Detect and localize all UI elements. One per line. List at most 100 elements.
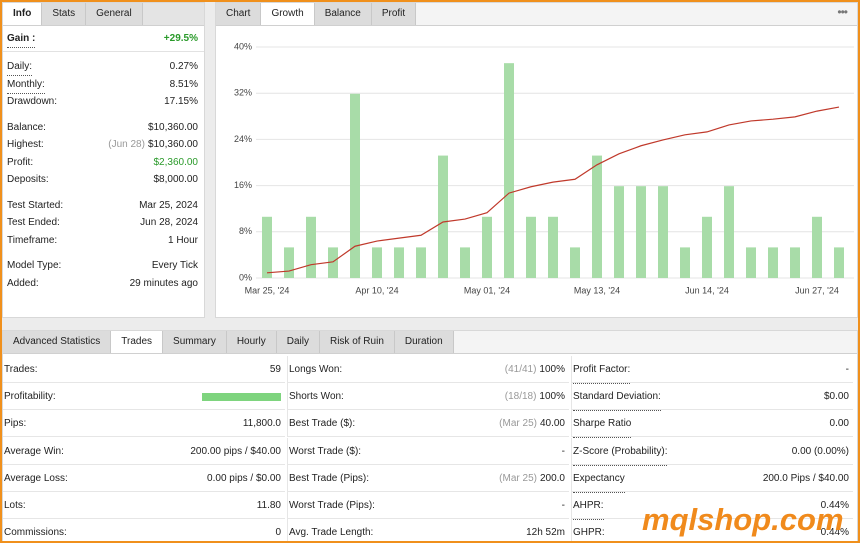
stat-value: 11.80	[257, 492, 281, 519]
stat-value-text: 0.00 (0.00%)	[791, 445, 849, 457]
chart-panel: Chart Growth Balance Profit ••• 0% 8% 16% 24% 3…	[215, 2, 858, 318]
stat-label: Drawdown:	[7, 96, 58, 107]
bar	[394, 247, 404, 278]
stat-value: Mar 25, 2024	[139, 198, 198, 214]
stat-value-text: 100%	[539, 364, 565, 375]
separator	[3, 51, 204, 52]
bar	[306, 216, 316, 278]
stat-label: Commissions:	[4, 527, 67, 539]
stat-note: (Jun 28)	[108, 139, 145, 150]
tab[interactable]: Info	[3, 3, 43, 25]
bar	[460, 247, 470, 278]
tab[interactable]: Stats	[42, 3, 87, 25]
stat-value: 0.00 pips / $0.00	[207, 465, 281, 492]
tab[interactable]: Hourly	[226, 331, 277, 353]
bar	[834, 247, 844, 278]
stat-value-text: $10,360.00	[147, 139, 198, 150]
stat-value: 0.44%	[821, 492, 849, 519]
stat-label: Balance:	[7, 121, 46, 133]
stat-row: Highest: (Jun 28) $10,360.00	[7, 137, 198, 153]
stat-value-text: $0.00	[823, 391, 849, 403]
tab[interactable]: Growth	[261, 3, 315, 25]
bar	[548, 216, 558, 278]
bar	[768, 247, 778, 278]
tab[interactable]: Summary	[163, 331, 227, 353]
stat-cell: Profit Factor: -	[571, 356, 853, 384]
stat-label: Z-Score (Probability):	[573, 438, 668, 466]
tab-bar: Advanced Statistics Trades Summary Hourly Da…	[3, 331, 857, 354]
stat-label: Test Started:	[7, 199, 64, 211]
stat-value-text: Every Tick	[151, 260, 198, 271]
bar	[328, 247, 338, 278]
stat-value-text: 0	[275, 527, 281, 539]
growth-chart: 0% 8% 16% 24% 32% 40% Mar 25, '24 Apr 10, '24 Ma…	[234, 41, 854, 295]
bar	[680, 247, 690, 278]
stat-cell: Best Trade ($): (Mar 25) 40.00	[287, 410, 569, 438]
stat-value-text: 8.51%	[169, 78, 198, 90]
bar	[350, 93, 360, 278]
stat-label: Shorts Won:	[289, 391, 344, 403]
x-tick-label: Mar 25, '24	[245, 285, 290, 295]
stat-cell: Average Loss: 0.00 pips / $0.00	[3, 465, 285, 492]
tab[interactable]: Duration	[394, 331, 454, 353]
stat-label: Worst Trade ($):	[289, 445, 362, 457]
stat-value: 0	[275, 519, 281, 541]
tab[interactable]: Advanced Statistics	[3, 331, 112, 353]
stat-label: Profitability:	[4, 391, 56, 403]
stat-label: Sharpe Ratio	[573, 410, 632, 439]
bar	[504, 63, 514, 278]
bar	[438, 155, 448, 278]
stat-value: -	[562, 492, 565, 519]
stat-value-text: 1 Hour	[167, 234, 198, 246]
bar	[592, 155, 602, 278]
stat-label: Model Type:	[7, 260, 62, 271]
stat-label: Average Win:	[4, 445, 64, 457]
stat-label: Avg. Trade Length:	[289, 527, 374, 539]
stat-value: 0.00 (0.00%)	[792, 438, 849, 465]
bar	[372, 247, 382, 278]
bar	[284, 247, 294, 278]
stat-cell: Pips: 11,800.0	[3, 410, 285, 438]
tab[interactable]: Chart	[216, 3, 262, 25]
tab[interactable]: Daily	[276, 331, 320, 353]
stat-value-text: 0.27%	[169, 61, 198, 72]
y-tick-label: 40%	[234, 41, 252, 51]
x-tick-label: Jun 27, '24	[795, 285, 839, 295]
tab-bar: Info Stats General	[3, 3, 204, 26]
stat-row: Monthly: 8.51%	[7, 77, 198, 94]
tab[interactable]: Profit	[371, 3, 417, 25]
stat-value: 1 Hour	[168, 233, 198, 249]
stat-row: Drawdown: 17.15%	[7, 94, 198, 110]
stats-panel: Info Stats General Gain : +29.5% Daily: 0.27%…	[2, 2, 205, 318]
stat-label: Profit Factor:	[573, 356, 631, 384]
stat-value-text: -	[845, 364, 849, 375]
tab[interactable]: General	[86, 3, 143, 25]
bar	[482, 216, 492, 278]
stat-label: Added:	[7, 277, 39, 289]
tab[interactable]: Trades	[111, 331, 164, 353]
bar	[416, 247, 426, 278]
stat-value-text: 40.00	[539, 418, 565, 430]
stat-label: Longs Won:	[289, 364, 343, 375]
bar	[262, 216, 272, 278]
bar	[636, 186, 646, 278]
stat-label: Gain :	[7, 31, 36, 48]
stat-cell: Average Win: 200.00 pips / $40.00	[3, 438, 285, 465]
stat-label: Pips:	[4, 418, 27, 430]
stat-value: (41/41) 100%	[505, 356, 565, 383]
stat-label: Profit:	[7, 156, 34, 168]
bar	[570, 247, 580, 278]
tab[interactable]: Risk of Ruin	[319, 331, 395, 353]
stat-row: Test Ended: Jun 28, 2024	[7, 215, 198, 231]
menu-icon[interactable]: •••	[837, 5, 848, 19]
stat-label: Daily:	[7, 59, 33, 76]
x-tick-label: Apr 10, '24	[355, 285, 398, 295]
stat-value-text: 0.44%	[820, 500, 849, 511]
stat-value: 29 minutes ago	[130, 276, 198, 292]
stat-note: (Mar 25)	[499, 472, 537, 484]
y-tick-label: 0%	[239, 272, 252, 282]
tab-bar: Chart Growth Balance Profit	[216, 3, 857, 26]
stat-label: Deposits:	[7, 174, 49, 185]
tab[interactable]: Balance	[314, 3, 372, 25]
